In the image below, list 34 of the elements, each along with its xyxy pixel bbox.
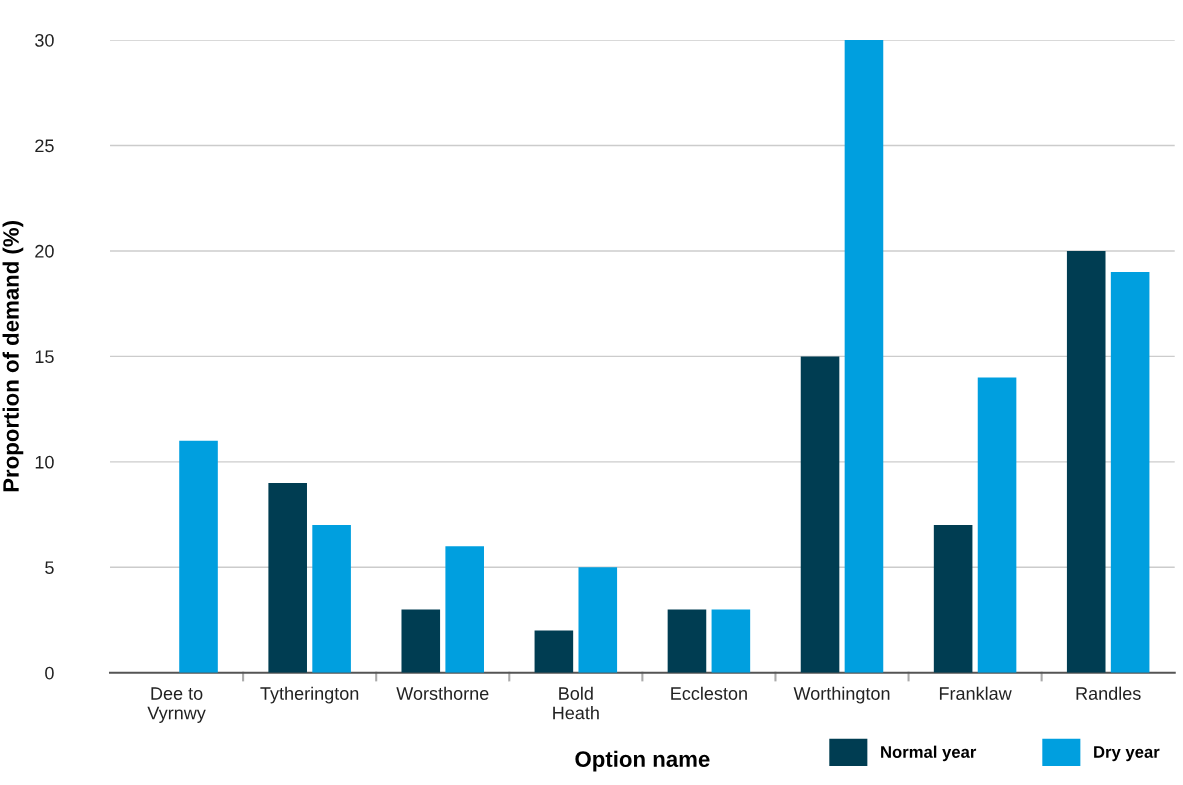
y-tick-label: 25 [35, 139, 54, 153]
bar [1110, 272, 1150, 673]
x-tick-label: Dee to Vyrnwy [147, 687, 206, 723]
x-tick-label: Randles [1076, 686, 1141, 700]
bar [534, 630, 574, 673]
x-tick-label: Tytherington [260, 686, 359, 704]
bar [844, 40, 884, 673]
bar [179, 440, 218, 673]
x-tick-label: Worthington [793, 686, 890, 704]
y-tick-label: 10 [35, 455, 54, 469]
bar [312, 525, 351, 673]
y-tick-label: 15 [35, 350, 54, 364]
legend-label: Dry year [1094, 746, 1160, 762]
bar [1066, 250, 1106, 673]
bar [401, 609, 441, 673]
bar [933, 525, 973, 673]
bar [977, 377, 1017, 673]
bar [268, 482, 307, 673]
bar [667, 609, 707, 673]
y-tick-label: 5 [45, 561, 54, 575]
legend-label: Normal year [881, 745, 977, 762]
x-tick-label: Franklaw [939, 686, 1012, 700]
x-axis-title: Option name [575, 750, 710, 772]
x-tick-label: Bold Heath [553, 686, 599, 720]
bar [578, 567, 618, 673]
x-tick-label: Eccleston [671, 686, 747, 700]
x-tick-label: Worsthorne [396, 686, 489, 700]
bar [711, 609, 751, 673]
y-tick-label: 30 [35, 33, 54, 47]
y-axis-title: Proportion of demand (%) [2, 221, 24, 492]
bar [445, 546, 484, 673]
y-tick-label: 0 [45, 666, 54, 680]
y-tick-label: 20 [35, 244, 54, 258]
bar [800, 356, 840, 673]
